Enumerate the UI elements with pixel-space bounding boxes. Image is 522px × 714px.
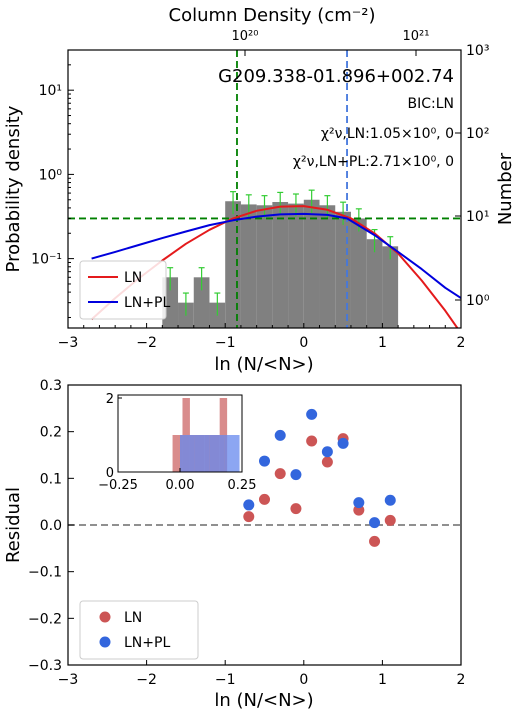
residual-point-lnpl	[274, 429, 286, 441]
residual-point-ln	[243, 511, 255, 523]
chi-lnpl-label: χ²ν,LN+PL:2.71×10⁰, 0	[293, 154, 454, 170]
y-tick-label: 0.3	[40, 378, 62, 394]
residual-y-label: Residual	[3, 487, 24, 563]
top-panel: Column Density (cm⁻²) 10²⁰ 10²¹ −3 −2 −1 0 1…	[3, 5, 516, 375]
inset-bar-lnpl	[180, 435, 195, 472]
y-tick-label: 10¹	[39, 83, 62, 99]
inset-bar-ln	[172, 435, 183, 472]
inset-x-tick-label: 0.00	[166, 478, 195, 493]
residual-point-ln	[290, 503, 302, 515]
x-tick-label: 0	[299, 335, 308, 351]
x-tick-label: −2	[136, 335, 157, 351]
x-tick-label: −2	[136, 672, 157, 688]
inset-x-tick-label: 0.25	[228, 478, 257, 493]
residual-point-lnpl	[290, 469, 302, 481]
legend-lnpl-label: LN+PL	[124, 295, 170, 311]
x-tick-label: 2	[457, 335, 466, 351]
residual-point-lnpl	[259, 455, 270, 467]
inset-ticks: −0.25 0.00 0.25 0 2	[98, 392, 256, 493]
residual-point-ln	[384, 514, 396, 526]
legend-ln-marker	[99, 611, 111, 623]
inset-bar-lnpl	[224, 435, 240, 472]
legend-box	[79, 260, 167, 320]
right-tick-label: 10¹	[466, 209, 489, 225]
chart-title: G209.338-01.896+002.74	[218, 66, 454, 87]
hist-bar	[240, 204, 257, 328]
hist-bar	[350, 218, 367, 328]
hist-bar	[335, 211, 351, 328]
fit-curve-lnpl	[91, 212, 461, 299]
residual-point-lnpl	[369, 517, 381, 529]
top-axis-tick-1e20: 10²⁰	[232, 29, 259, 44]
x-tick-label: 1	[378, 335, 387, 351]
top-axis-tick-1e21: 10²¹	[403, 29, 430, 44]
inset-bar-lnpl	[194, 435, 210, 472]
x-tick-label: 1	[378, 672, 387, 688]
y-tick-label: 0.0	[40, 518, 62, 534]
residual-point-lnpl	[243, 499, 255, 511]
top-axes-frame	[67, 49, 462, 329]
top-axes-ticks: −3 −2 −1 0 1 2 10⁻¹ 10⁰ 10¹ 10⁰ 10¹ 10² 10³	[31, 43, 490, 351]
inset-y-tick-label: 2	[106, 392, 114, 407]
hist-bar	[366, 239, 383, 328]
x-tick-label: −1	[215, 335, 236, 351]
legend-lnpl-label: LN+PL	[124, 635, 170, 651]
top-axis-title: Column Density (cm⁻²)	[169, 5, 376, 26]
inset-bar-lnpl	[209, 435, 225, 472]
residual-point-ln	[274, 468, 286, 480]
legend-ln-label: LN	[124, 610, 142, 626]
x-tick-label: 2	[457, 672, 466, 688]
y-tick-label: 10⁰	[39, 167, 63, 183]
inset-bars	[172, 398, 240, 472]
hist-bar	[303, 199, 320, 328]
x-tick-label: 0	[299, 672, 308, 688]
y-tick-label: 10⁻¹	[31, 252, 62, 268]
right-tick-label: 10²	[466, 126, 489, 142]
chi-ln-label: χ²ν,LN:1.05×10⁰, 0	[321, 126, 454, 142]
y-axis-label-right: Number	[495, 152, 516, 225]
bottom-axes-ticks: −3 −2 −1 0 1 2 −0.3 −0.2 −0.1 0.0 0.1 0.2 0.3	[28, 378, 465, 688]
inset-histogram: −0.25 0.00 0.25 0 2	[98, 392, 256, 493]
residual-point-lnpl	[353, 497, 365, 509]
histogram-error-bars	[167, 189, 394, 316]
hist-bar	[193, 277, 210, 328]
y-axis-label-left: Probability density	[3, 105, 24, 272]
residual-point-lnpl	[384, 494, 396, 506]
hist-bar	[382, 246, 399, 328]
y-tick-label: −0.2	[28, 611, 62, 627]
bic-label: BIC:LN	[408, 96, 455, 112]
hist-bar	[256, 205, 273, 328]
reference-lines	[68, 50, 461, 328]
residual-point-lnpl	[337, 437, 349, 449]
right-tick-label: 10³	[466, 43, 489, 59]
bottom-panel: −3 −2 −1 0 1 2 −0.3 −0.2 −0.1 0.0 0.1 0.2 0.3 Residu…	[3, 378, 465, 711]
top-legend: LN LN+PL	[79, 260, 170, 320]
residual-point-ln	[306, 435, 318, 447]
right-tick-label: 10⁰	[466, 293, 490, 309]
y-tick-label: 0.1	[40, 471, 62, 487]
y-tick-label: 0.2	[40, 425, 62, 441]
x-tick-label: −1	[215, 672, 236, 688]
hist-bar	[272, 202, 289, 328]
x-tick-label: −3	[58, 335, 79, 351]
x-axis-label-top-panel: ln (N/<N>)	[214, 354, 313, 375]
x-tick-label: −3	[58, 672, 79, 688]
legend-ln-label: LN	[124, 270, 142, 286]
y-tick-label: −0.1	[28, 565, 62, 581]
inset-x-tick-label: −0.25	[98, 478, 138, 493]
residual-point-ln	[369, 535, 381, 547]
residual-point-lnpl	[321, 446, 333, 458]
y-tick-label: −0.3	[28, 658, 62, 674]
hist-bar	[288, 203, 304, 328]
residual-point-ln	[259, 493, 270, 505]
x-axis-label-bottom-panel: ln (N/<N>)	[214, 690, 313, 711]
residual-point-lnpl	[306, 408, 318, 420]
residual-point-ln	[321, 456, 333, 468]
legend-lnpl-marker	[99, 636, 111, 648]
residual-points	[243, 408, 396, 547]
hist-bar	[319, 205, 336, 328]
bottom-legend: LN LN+PL	[79, 600, 199, 660]
inset-y-tick-label: 0	[106, 466, 114, 481]
